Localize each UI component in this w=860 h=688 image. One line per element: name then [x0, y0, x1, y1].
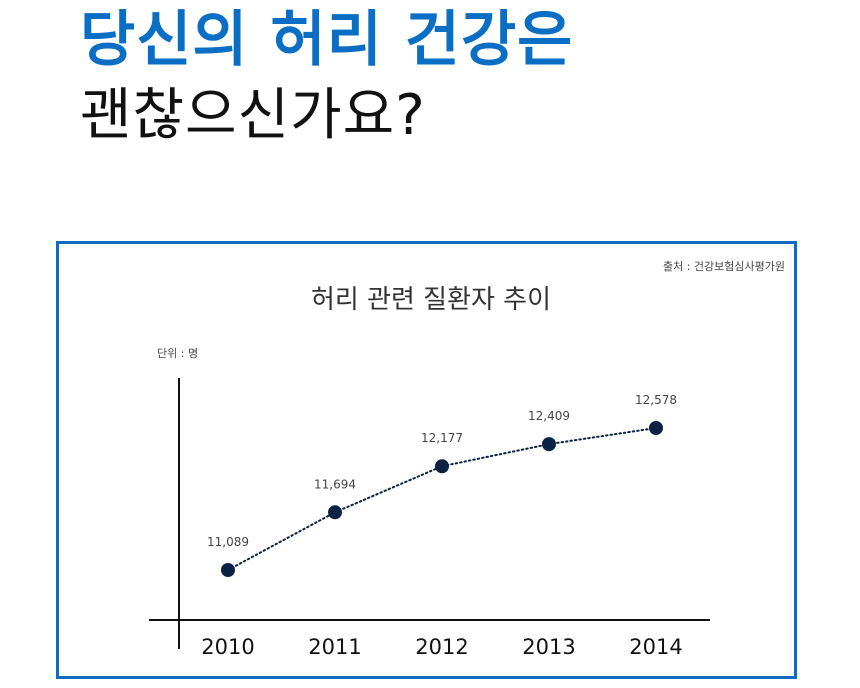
headline-line-2: 괜찮으신가요?: [80, 83, 426, 148]
data-point-2011: [328, 505, 342, 520]
line-chart: 출처 : 건강보험심사평가원 허리 관련 질환자 추이 단위 : 명 11,08…: [149, 260, 785, 659]
unit-label: 단위 : 명: [157, 347, 198, 360]
chart-source: 출처 : 건강보험심사평가원: [663, 260, 785, 273]
chart-panel: 출처 : 건강보험심사평가원 허리 관련 질환자 추이 단위 : 명 11,08…: [56, 241, 797, 679]
data-label-2010: 11,089: [207, 535, 249, 549]
data-label-2013: 12,409: [528, 409, 570, 423]
x-tick-label-2011: 2011: [308, 635, 361, 659]
x-tick-label-2013: 2013: [522, 635, 575, 659]
headline-line-1: 당신의 허리 건강은: [80, 5, 574, 75]
data-label-2011: 11,694: [314, 477, 356, 491]
data-point-2012: [435, 459, 449, 474]
chart-title: 허리 관련 질환자 추이: [311, 285, 551, 315]
x-tick-label-2010: 2010: [201, 635, 254, 659]
x-tick-label-2014: 2014: [629, 635, 682, 659]
data-label-2012: 12,177: [421, 431, 463, 445]
data-point-2014: [649, 421, 663, 435]
series-line: [227, 427, 657, 571]
data-point-2013: [542, 437, 556, 452]
x-tick-label-2012: 2012: [415, 635, 468, 659]
data-label-2014: 12,578: [635, 393, 677, 407]
data-point-2010: [221, 563, 235, 577]
